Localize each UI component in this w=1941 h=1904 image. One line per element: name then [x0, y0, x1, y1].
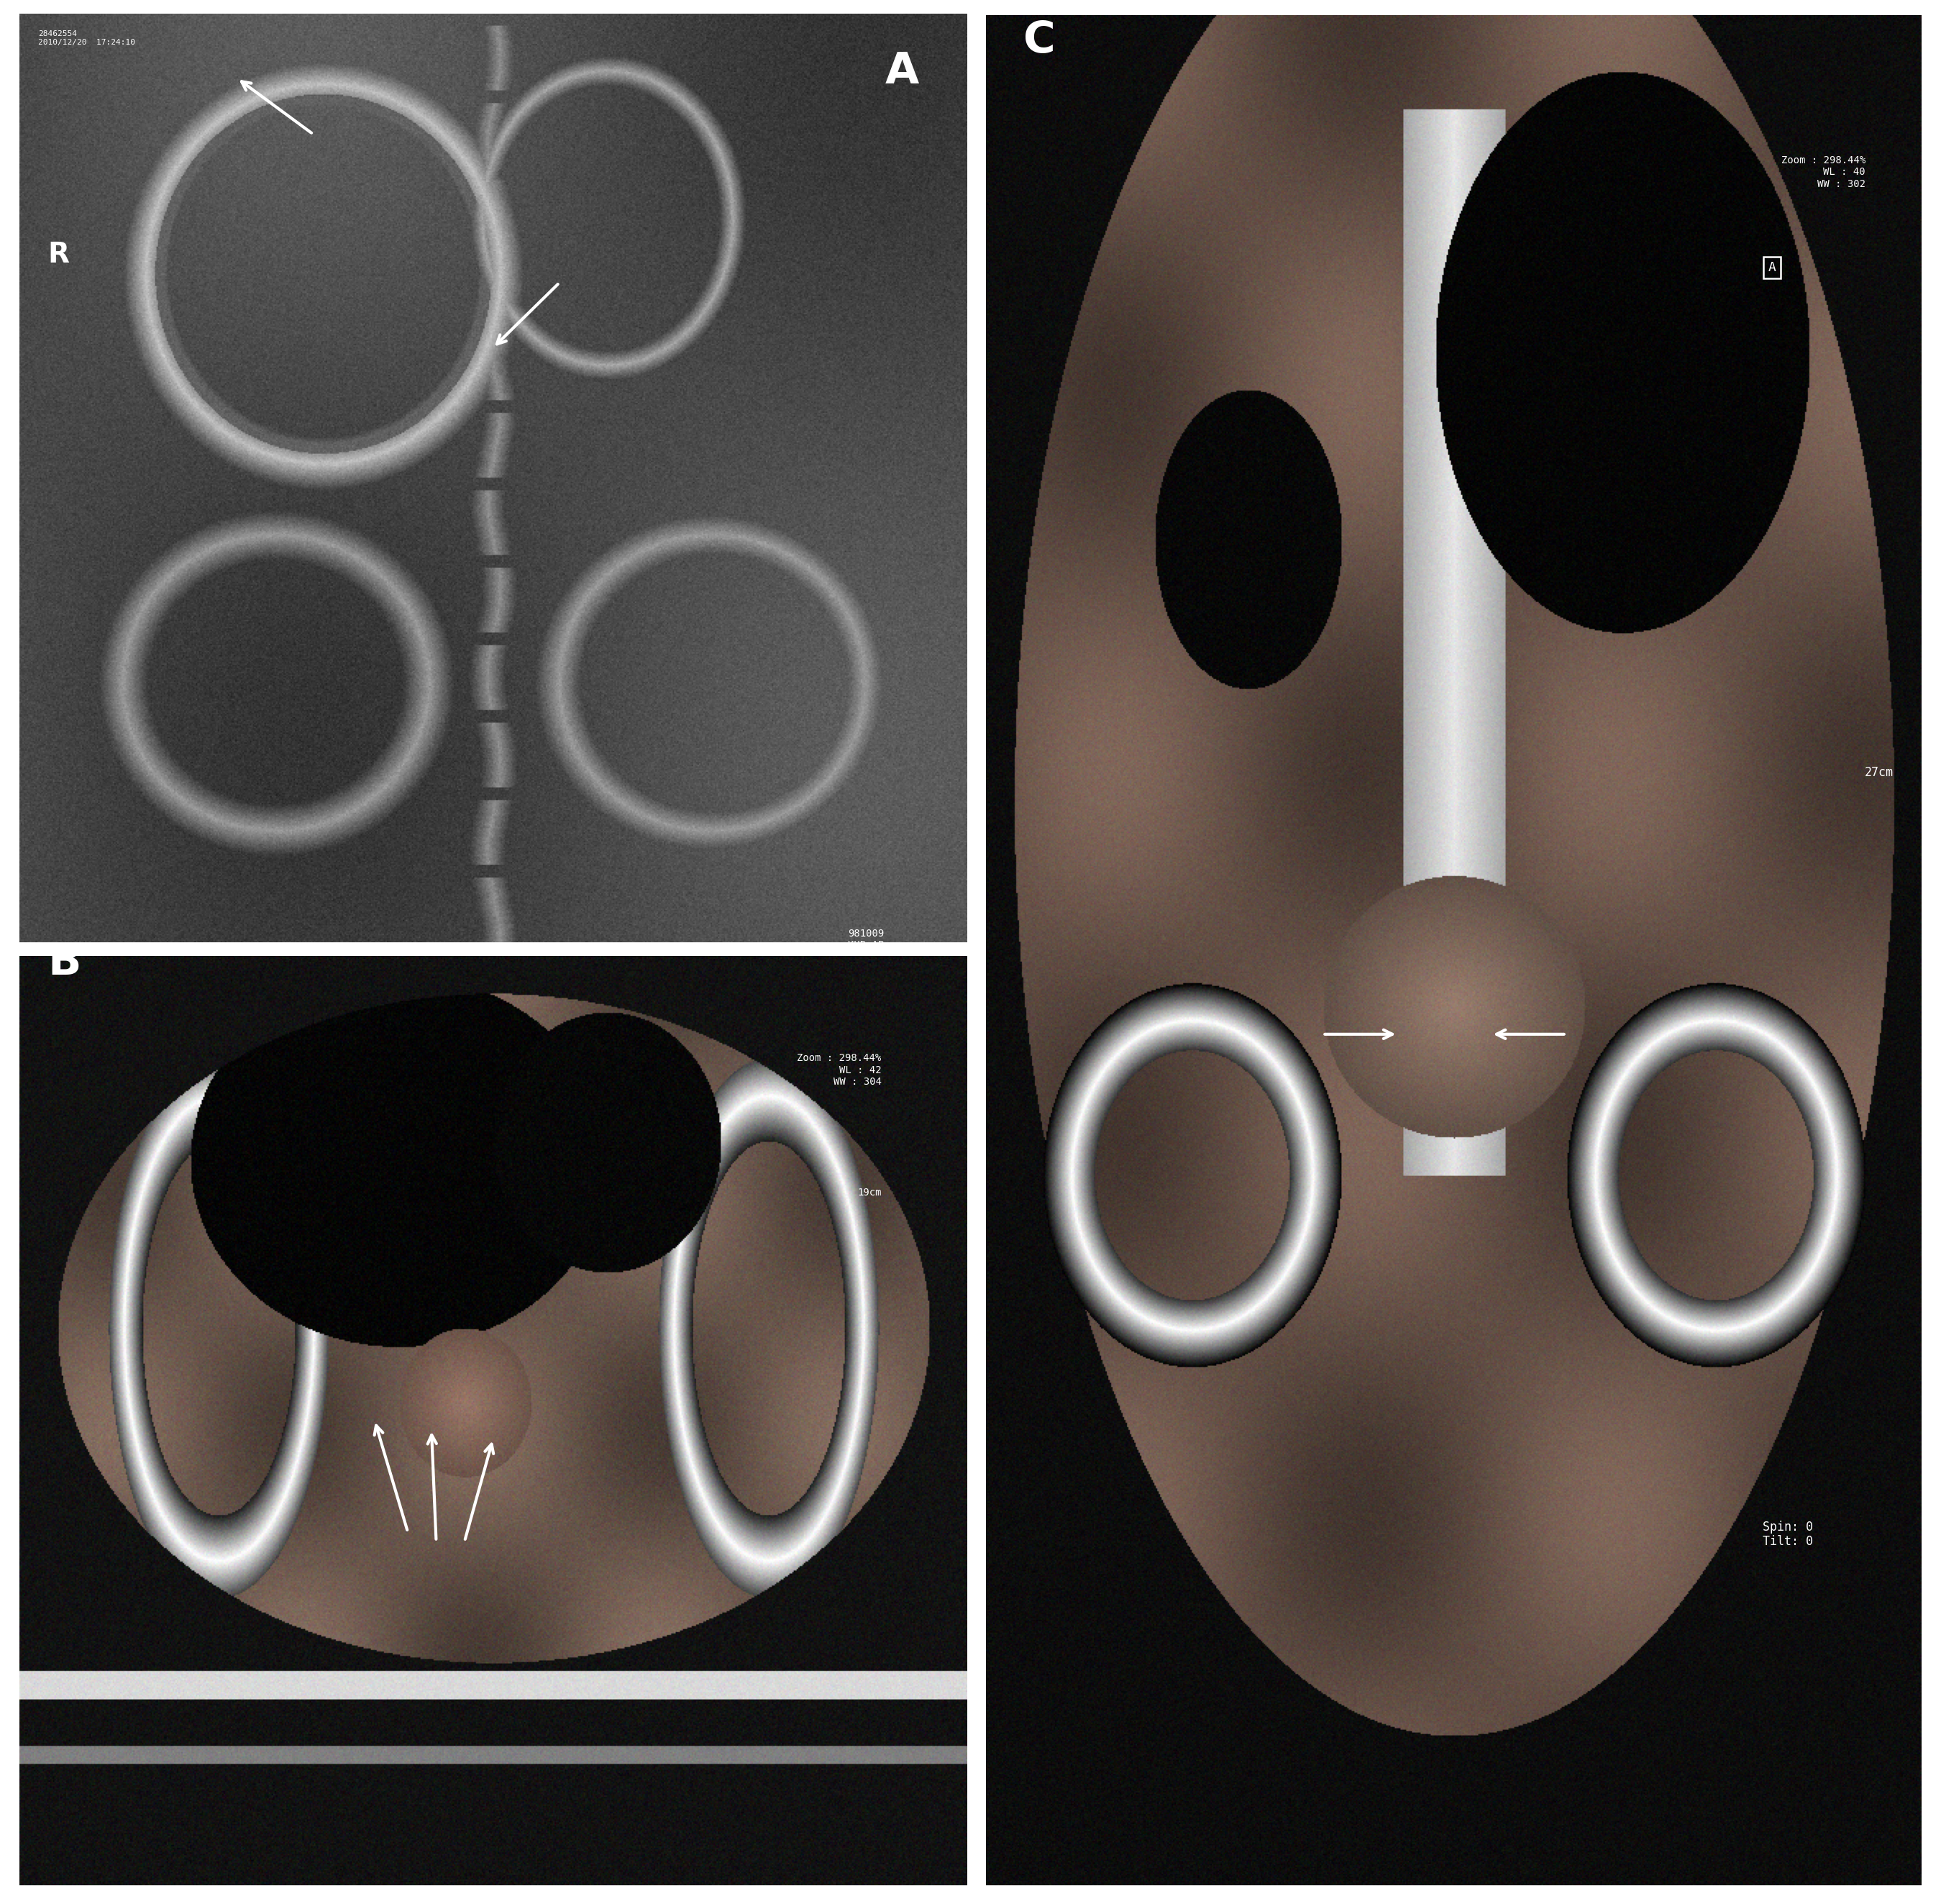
Text: C: C	[1023, 19, 1056, 63]
Text: R: R	[49, 242, 70, 268]
Text: Zoom : 298.44%
WL : 42
WW : 304: Zoom : 298.44% WL : 42 WW : 304	[798, 1053, 881, 1087]
Text: Spin: 0
Tilt: 0: Spin: 0 Tilt: 0	[1762, 1521, 1813, 1548]
Text: 19cm: 19cm	[858, 1188, 881, 1198]
Text: 28462554
2010/12/20  17:24:10: 28462554 2010/12/20 17:24:10	[39, 30, 136, 46]
Text: A: A	[885, 51, 920, 93]
Text: B: B	[49, 941, 82, 984]
Text: 27cm: 27cm	[1865, 765, 1894, 779]
Text: 981009
KUB AP: 981009 KUB AP	[848, 929, 885, 950]
Text: A: A	[1768, 261, 1776, 274]
Text: Zoom : 298.44%
WL : 40
WW : 302: Zoom : 298.44% WL : 40 WW : 302	[1782, 156, 1865, 188]
